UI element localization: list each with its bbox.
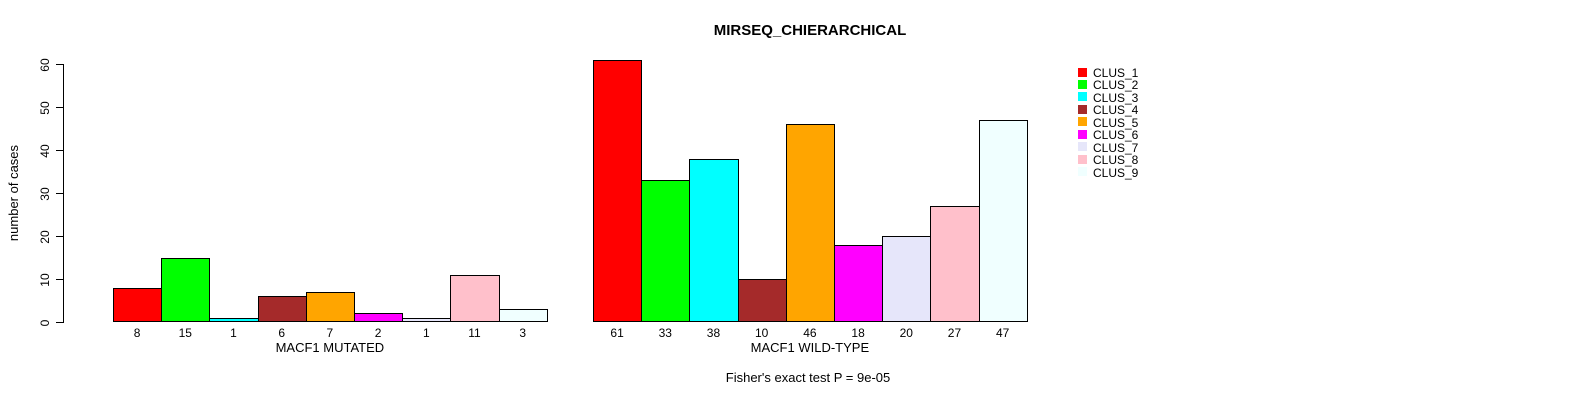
legend-item: CLUS_5: [1078, 115, 1188, 130]
bar-clus_3-wildtype: [689, 158, 739, 322]
bar-value-label: 6: [278, 326, 286, 340]
legend-item: CLUS_8: [1078, 153, 1188, 168]
legend-label: CLUS_7: [1093, 140, 1139, 155]
y-tick: [56, 193, 63, 194]
legend-swatch: [1078, 154, 1087, 164]
bar-clus_1-wildtype: [593, 59, 643, 322]
y-tick: [56, 322, 63, 323]
legend-item: CLUS_6: [1078, 128, 1188, 143]
bar-clus_4-wildtype: [737, 279, 787, 322]
bar-value-label: 18: [851, 326, 865, 340]
bar-value-label: 47: [996, 326, 1010, 340]
legend-swatch: [1078, 104, 1087, 114]
y-tick: [56, 279, 63, 280]
legend-label: CLUS_3: [1093, 90, 1139, 105]
fisher-test-annotation: Fisher's exact test P = 9e-05: [725, 370, 891, 385]
bar-value-label: 20: [899, 326, 913, 340]
bar-value-label: 7: [326, 326, 334, 340]
legend-swatch: [1078, 129, 1087, 139]
legend-item: CLUS_4: [1078, 103, 1188, 118]
bar-value-label: 46: [803, 326, 817, 340]
y-tick: [56, 236, 63, 237]
bar-value-label: 1: [422, 326, 430, 340]
bar-value-label: 1: [230, 326, 237, 340]
x-axis-group-label: MACF1 MUTATED: [275, 340, 385, 355]
legend-item: CLUS_7: [1078, 140, 1188, 155]
legend-label: CLUS_5: [1093, 115, 1139, 130]
bar-value-label: 38: [706, 326, 721, 340]
bar-value-label: 11: [468, 326, 481, 340]
bar-clus_7-mutated: [402, 317, 452, 322]
bar-clus_9-wildtype: [978, 119, 1028, 322]
legend-swatch: [1078, 167, 1087, 177]
y-tick: [56, 107, 63, 108]
bar-clus_5-mutated: [305, 291, 355, 322]
legend-label: CLUS_1: [1093, 66, 1139, 80]
bar-clus_8-mutated: [450, 274, 500, 322]
bar-value-label: 8: [133, 326, 141, 340]
legend-label: CLUS_4: [1093, 103, 1139, 118]
legend-label: CLUS_9: [1093, 165, 1139, 180]
bar-clus_9-mutated: [498, 309, 548, 322]
bar-value-label: 27: [947, 326, 962, 340]
bar-clus_1-mutated: [113, 287, 163, 322]
y-tick: [56, 64, 63, 65]
y-tick-label: 40: [38, 143, 52, 158]
bar-clus_6-mutated: [354, 313, 404, 322]
y-tick-label: 10: [38, 272, 52, 287]
legend-item: CLUS_1: [1078, 66, 1188, 80]
y-axis-line: [63, 64, 64, 323]
legend-swatch: [1078, 92, 1087, 102]
y-tick-label: 60: [38, 57, 52, 72]
x-axis-group-label: MACF1 WILD-TYPE: [750, 340, 870, 355]
legend-label: CLUS_8: [1093, 153, 1139, 168]
bar-value-label: 33: [658, 326, 672, 340]
legend-swatch: [1078, 142, 1087, 152]
legend-swatch: [1078, 79, 1087, 89]
bar-clus_6-wildtype: [834, 244, 884, 322]
chart-title: MIRSEQ_CHIERARCHICAL: [713, 22, 907, 39]
bar-clus_4-mutated: [257, 296, 307, 322]
bar-value-label: 15: [178, 326, 192, 340]
bar-clus_7-wildtype: [882, 236, 932, 322]
legend-item: CLUS_9: [1078, 165, 1188, 180]
bar-value-label: 61: [610, 326, 624, 340]
bar-value-label: 10: [755, 326, 769, 340]
legend-swatch: [1078, 67, 1087, 77]
legend-swatch: [1078, 117, 1087, 127]
legend-label: CLUS_2: [1093, 78, 1139, 93]
bar-clus_2-wildtype: [641, 180, 691, 322]
y-tick-label: 50: [38, 100, 52, 115]
bar-clus_5-wildtype: [785, 124, 835, 322]
bar-value-label: 2: [374, 326, 382, 340]
y-tick-label: 0: [38, 319, 52, 326]
y-tick-label: 20: [38, 229, 52, 244]
y-tick: [56, 150, 63, 151]
legend-item: CLUS_3: [1078, 90, 1188, 105]
bar-value-label: 3: [519, 326, 527, 340]
bar-clus_3-mutated: [209, 317, 259, 322]
legend-label: CLUS_6: [1093, 128, 1139, 143]
legend-item: CLUS_2: [1078, 78, 1188, 93]
y-tick-label: 30: [38, 186, 52, 201]
bar-clus_8-wildtype: [930, 205, 980, 322]
bar-clus_2-mutated: [161, 257, 211, 322]
